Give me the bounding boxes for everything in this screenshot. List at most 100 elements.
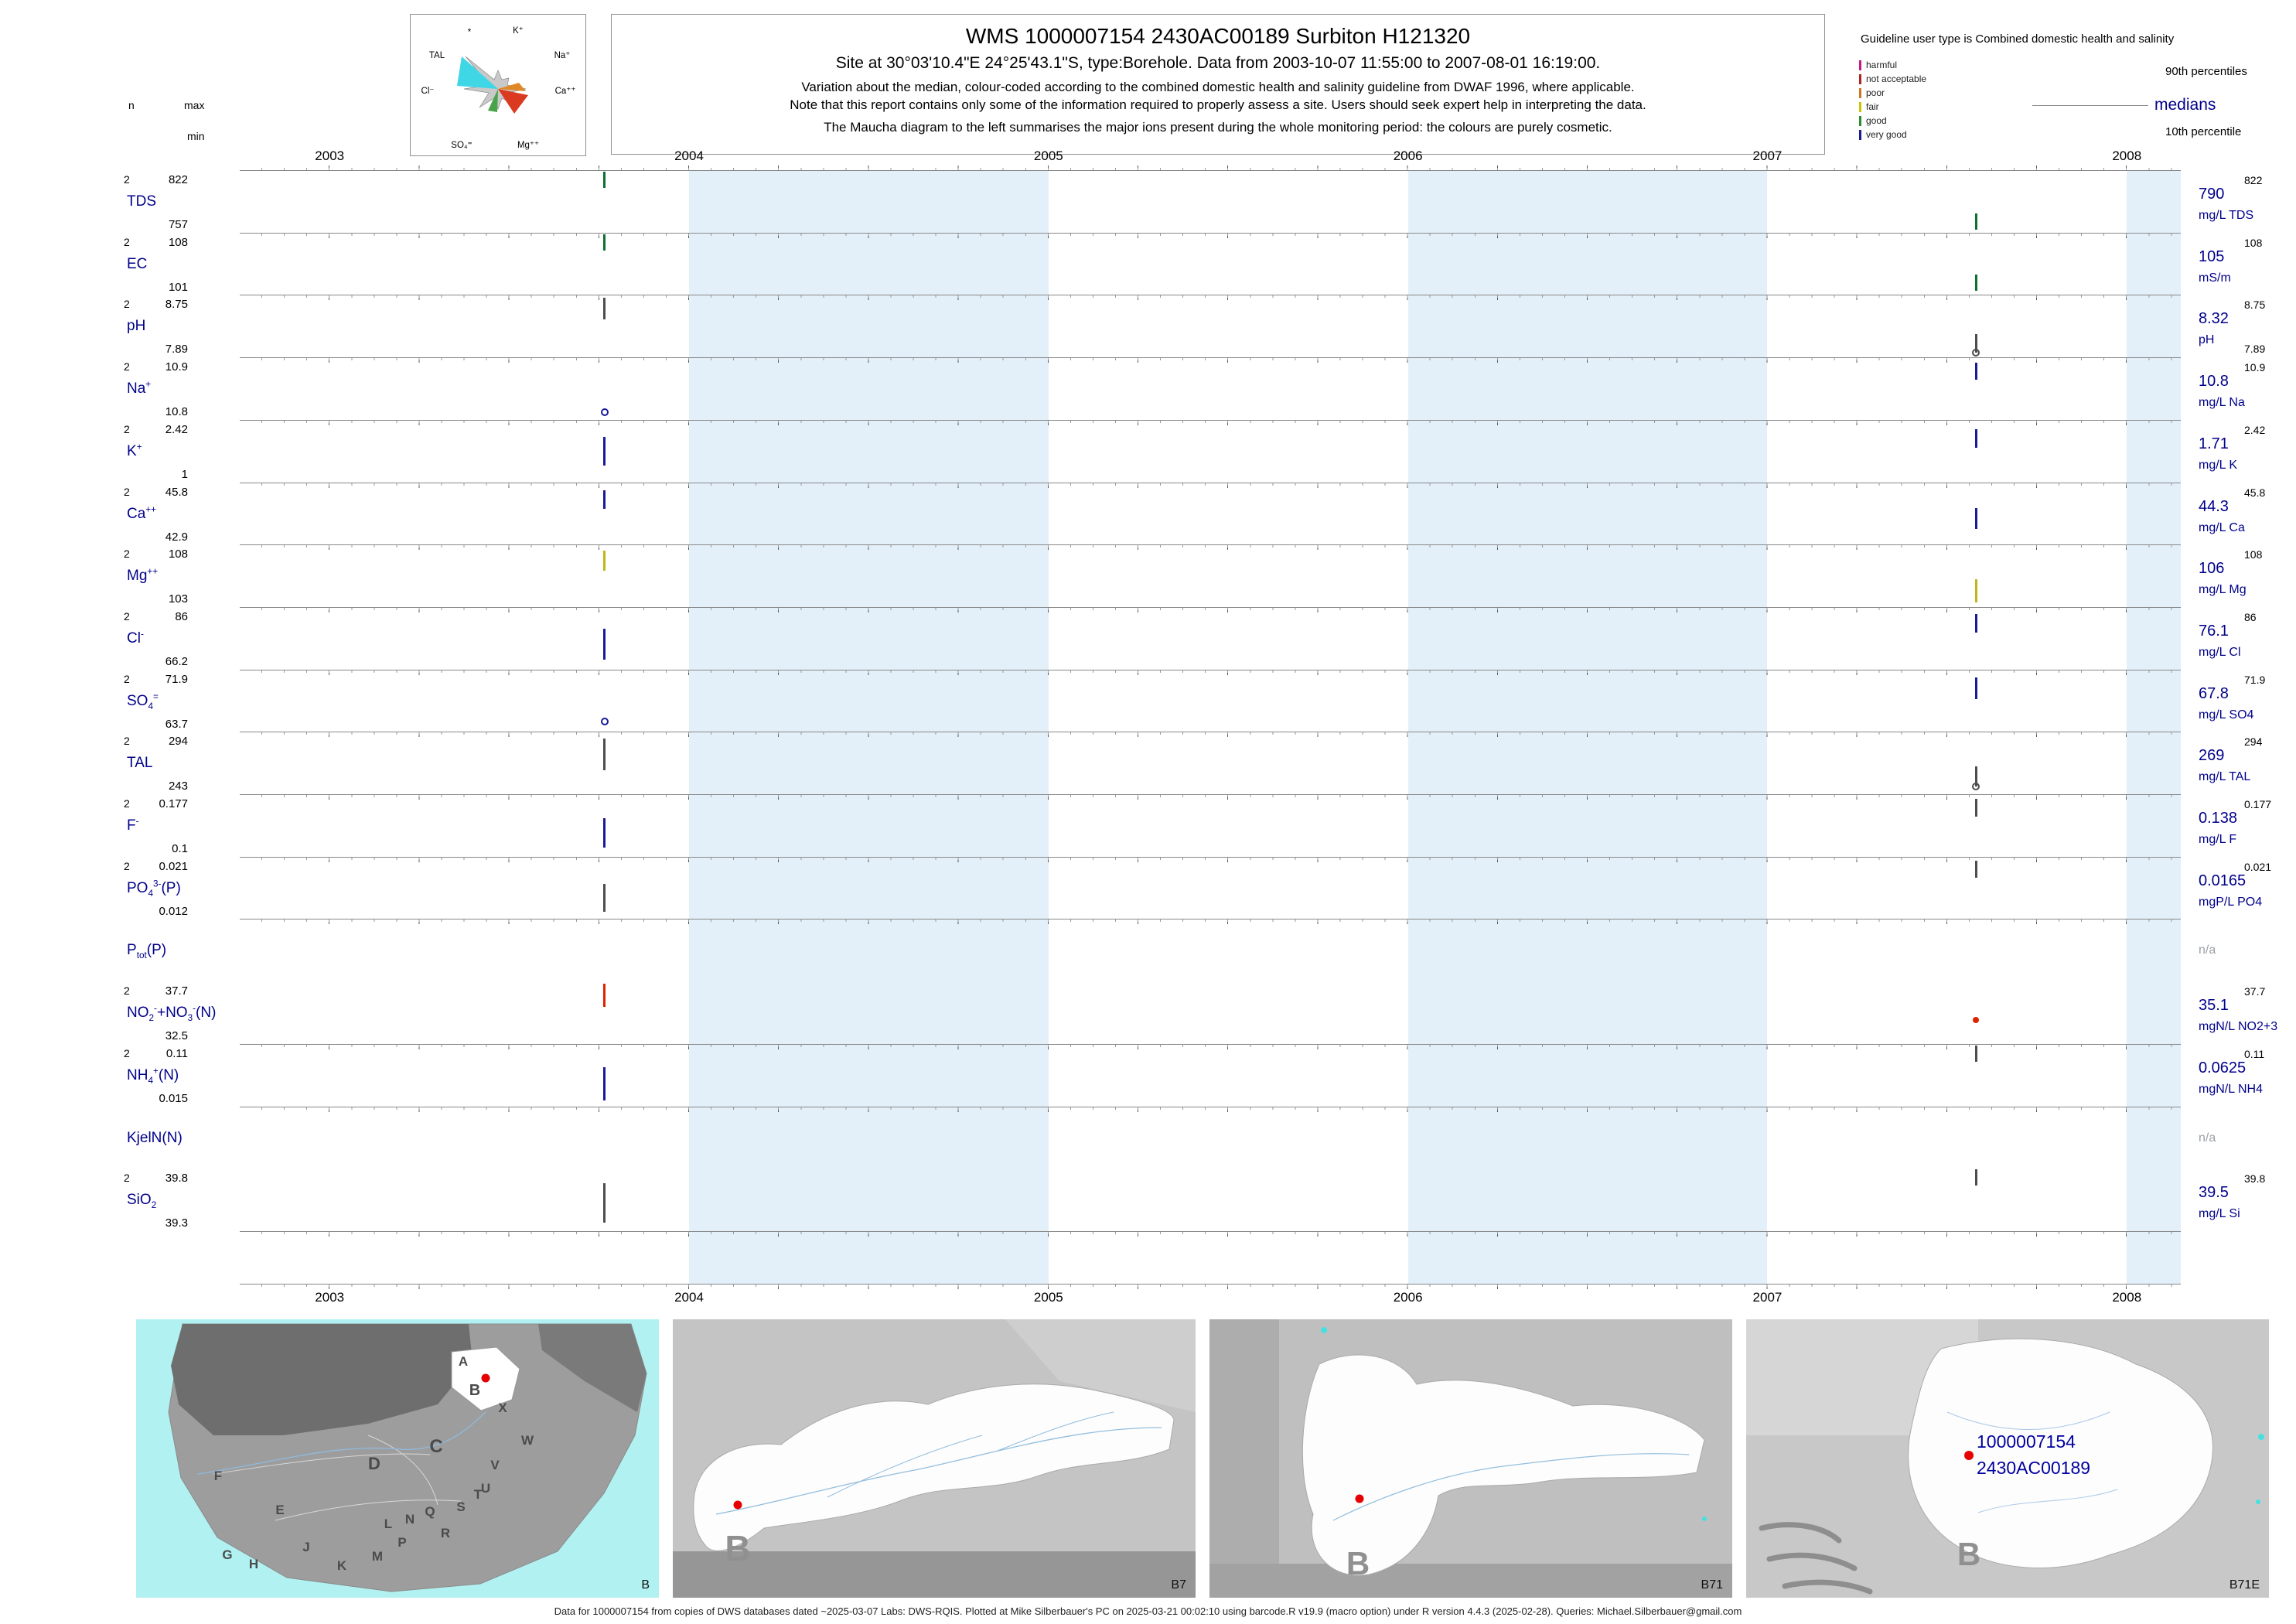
n-column-header: n <box>128 99 135 111</box>
param-max-value: 108 <box>168 235 188 249</box>
median-value: 105 <box>2199 247 2225 265</box>
medians-label: medians <box>2154 96 2216 114</box>
maucha-diagram-box: * K⁺ TAL Na⁺ Cl⁻ Ca⁺⁺ SO₄⁼ Mg⁺⁺ <box>410 14 586 156</box>
right-max-value: 45.8 <box>2244 486 2266 499</box>
sample-count: 2 <box>124 859 130 872</box>
catchment-boundary-lines <box>213 1435 462 1521</box>
right-max-value: 0.177 <box>2244 798 2272 810</box>
right-max-value: 0.11 <box>2244 1047 2265 1060</box>
row-axis-line <box>240 919 2181 925</box>
param-name: TAL <box>127 755 153 772</box>
guideline-legend: Guideline user type is Combined domestic… <box>1853 28 2295 159</box>
param-min-value: 103 <box>168 592 188 606</box>
map4-labels: B B71E 1000007154 2430AC00189 <box>1957 1431 2260 1592</box>
sample-count: 2 <box>124 609 130 623</box>
year-label-bottom: 2007 <box>1752 1290 1783 1305</box>
param-units: pH <box>2199 333 2215 347</box>
sample-range-bar <box>1974 799 1977 817</box>
drainage-region-letter: Q <box>425 1504 435 1519</box>
maucha-ion-label: Ca⁺⁺ <box>555 87 576 96</box>
header-note-3: The Maucha diagram to the left summarise… <box>824 120 1612 135</box>
sample-range-bar <box>1974 362 1977 380</box>
param-name: KjelN(N) <box>127 1129 183 1146</box>
median-line-sample <box>2032 105 2148 106</box>
param-name: NH4+(N) <box>127 1066 179 1086</box>
param-units: mg/L F <box>2199 833 2237 846</box>
row-axis-line <box>240 544 2181 551</box>
row-axis-line <box>240 232 2181 238</box>
param-min-value: 243 <box>168 780 188 793</box>
guideline-class-item: fair <box>1859 101 1879 113</box>
year-label-bottom: 2005 <box>1033 1290 1063 1305</box>
river-tributary <box>827 1411 1114 1498</box>
guideline-class-swatch <box>1859 115 1861 126</box>
guideline-class-label: harmful <box>1866 60 1898 70</box>
sample-range-bar <box>1974 613 1977 633</box>
guideline-class-label: good <box>1866 115 1887 126</box>
maucha-wedge-orange <box>498 83 526 91</box>
guideline-class-item: not acceptable <box>1859 73 1926 85</box>
site-location-dot <box>1964 1451 1974 1460</box>
param-units: mS/m <box>2199 271 2231 285</box>
maucha-ion-label: Mg⁺⁺ <box>517 141 539 150</box>
sample-count: 2 <box>124 735 130 748</box>
guideline-class-swatch <box>1859 73 1861 84</box>
right-max-value: 2.42 <box>2244 423 2266 436</box>
median-value: 44.3 <box>2199 497 2229 515</box>
guideline-class-swatch <box>1859 60 1861 70</box>
param-min-value: 7.89 <box>165 343 188 357</box>
param-min-value: 0.015 <box>159 1091 188 1105</box>
row-axis-line <box>240 357 2181 363</box>
map3-bottom-strip <box>1209 1564 1732 1598</box>
ridge-lines <box>1759 1522 1873 1595</box>
sub-catchment-lines <box>1946 1411 2118 1513</box>
param-max-value: 108 <box>168 548 188 561</box>
median-value: 0.0165 <box>2199 872 2247 889</box>
map-secondary-catchment-B7: B B71 <box>1209 1319 1732 1598</box>
catchment-B-outline <box>693 1383 1175 1551</box>
median-value: 76.1 <box>2199 622 2229 640</box>
sample-range-bar <box>603 234 606 251</box>
sample-range-bar <box>603 1182 606 1223</box>
guideline-legend-title: Guideline user type is Combined domestic… <box>1861 32 2175 46</box>
sample-range-bar <box>1974 428 1977 449</box>
drainage-region-letter: D <box>368 1454 380 1473</box>
guideline-class-item: good <box>1859 114 1887 127</box>
neighbour-region-dark <box>171 1324 473 1435</box>
right-max-value: 294 <box>2244 735 2263 749</box>
row-axis-line <box>240 794 2181 800</box>
median-value: 8.32 <box>2199 310 2229 328</box>
param-name: K+ <box>127 442 142 459</box>
sample-count: 2 <box>124 235 130 248</box>
map-primary-catchment-B: B B7 <box>673 1319 1196 1598</box>
maucha-wedge-cyan <box>457 56 498 89</box>
param-min-value: 0.1 <box>172 842 188 855</box>
median-value: 0.138 <box>2199 810 2238 827</box>
param-max-value: 2.42 <box>165 422 188 436</box>
param-name: Ptot(P) <box>127 942 167 961</box>
param-name: pH <box>127 318 146 335</box>
year-label-bottom: 2003 <box>315 1290 345 1305</box>
map2-labels: B B7 <box>725 1528 1186 1592</box>
right-max-value: 37.7 <box>2244 985 2266 998</box>
median-value: 0.0625 <box>2199 1059 2247 1076</box>
sample-range-bar <box>603 436 606 466</box>
header-note-1: Variation about the median, colour-coded… <box>801 80 1635 94</box>
drainage-region-letter: C <box>429 1436 442 1457</box>
drainage-region-letter: F <box>214 1469 222 1483</box>
top-axis <box>240 165 2181 171</box>
sample-median-circle <box>600 718 609 726</box>
sample-range-bar <box>1974 274 1977 291</box>
sample-count: 2 <box>124 422 130 435</box>
year-label-bottom: 2006 <box>1393 1290 1423 1305</box>
drainage-region-letter: X <box>498 1401 507 1415</box>
param-units: mg/L Ca <box>2199 520 2245 534</box>
param-units: mg/L Na <box>2199 396 2245 410</box>
row-axis-line <box>240 856 2181 862</box>
param-name: F- <box>127 816 139 834</box>
cyan-feature <box>2258 1434 2264 1440</box>
sample-range-bar <box>603 629 606 660</box>
guideline-class-swatch <box>1859 87 1861 98</box>
sample-range-bar <box>1974 1046 1977 1063</box>
param-units: mgP/L PO4 <box>2199 895 2263 909</box>
